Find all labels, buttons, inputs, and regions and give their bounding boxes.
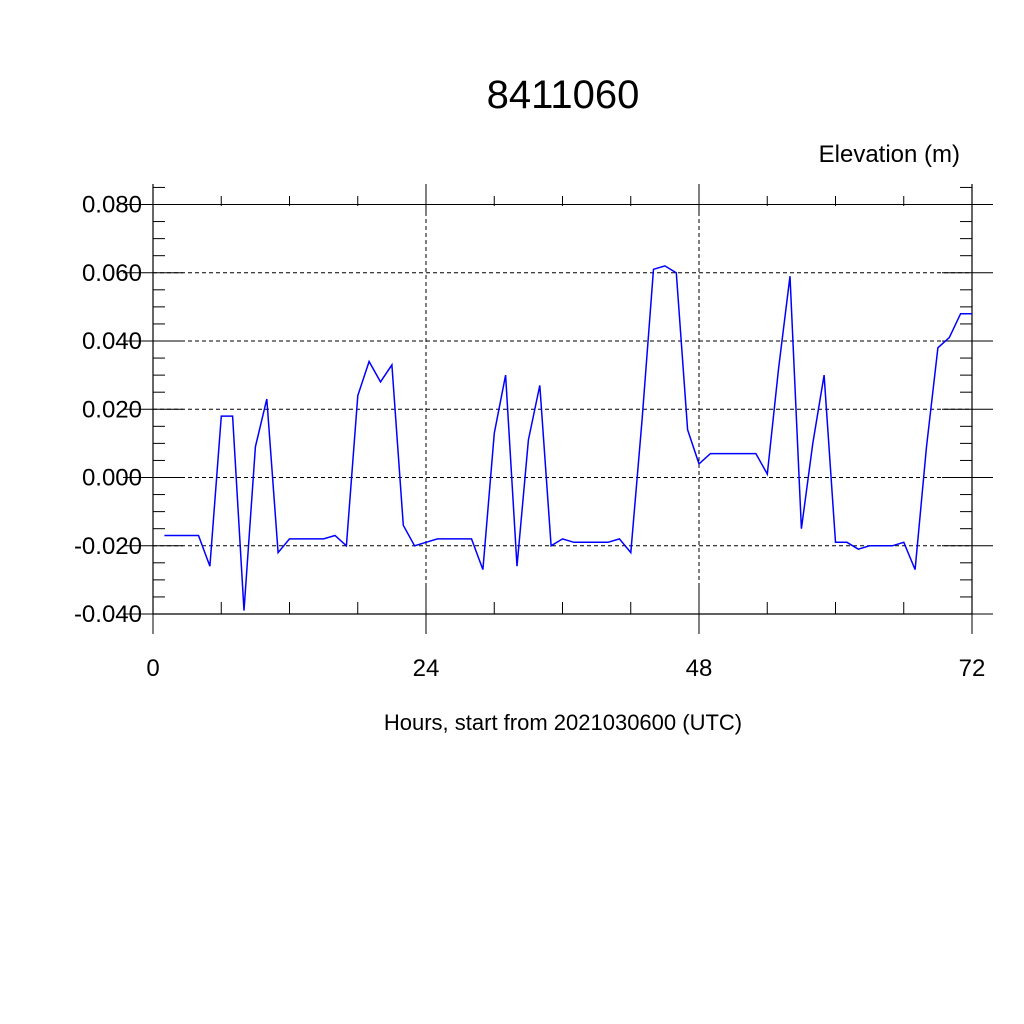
x-tick-label: 48	[686, 655, 713, 682]
y-tick-label: 0.000	[82, 465, 142, 492]
tick-marks	[123, 184, 993, 634]
chart-title: 8411060	[487, 73, 640, 117]
series-layer	[164, 265, 972, 611]
y-tick-labels: -0.040 -0.020 0.000 0.020 0.040 0.060 0.080	[74, 192, 142, 629]
x-tick-label: 72	[959, 655, 986, 682]
grid-lines	[153, 184, 972, 614]
axis-frame	[152, 184, 973, 615]
y-tick-label: 0.040	[82, 328, 142, 355]
y-tick-label: -0.020	[74, 533, 142, 560]
x-tick-labels: 0 24 48 72	[146, 655, 985, 682]
x-tick-label: 24	[413, 655, 440, 682]
x-axis-label: Hours, start from 2021030600 (UTC)	[384, 710, 742, 735]
y-tick-label: 0.060	[82, 260, 142, 287]
series-line	[164, 265, 972, 611]
x-tick-label: 0	[146, 655, 159, 682]
y-tick-label: 0.020	[82, 396, 142, 423]
y-tick-label: 0.080	[82, 192, 142, 219]
y-axis-units-label: Elevation (m)	[819, 141, 960, 168]
y-tick-label: -0.040	[74, 601, 142, 628]
